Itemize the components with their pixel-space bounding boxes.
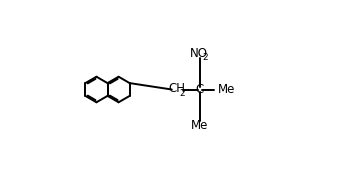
Text: 2: 2 — [179, 89, 185, 98]
Text: CH: CH — [168, 82, 185, 95]
Text: 2: 2 — [203, 53, 208, 62]
Text: Me: Me — [218, 83, 235, 96]
Text: Me: Me — [191, 119, 208, 132]
Text: C: C — [196, 83, 204, 96]
Text: NO: NO — [189, 47, 207, 60]
